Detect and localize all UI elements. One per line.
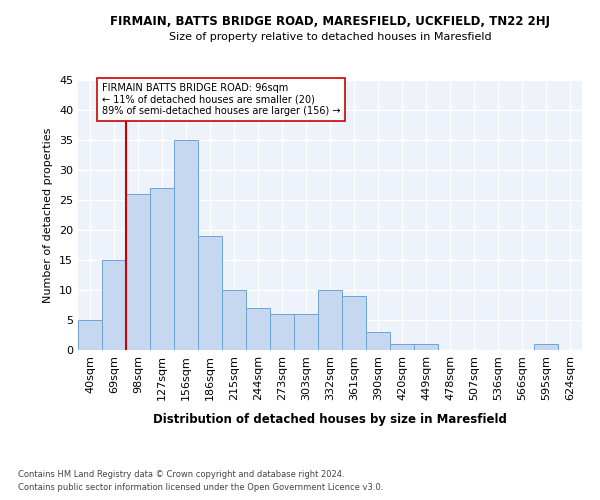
Bar — [102, 260, 126, 350]
Bar — [78, 320, 102, 350]
Bar — [414, 344, 438, 350]
Text: Contains public sector information licensed under the Open Government Licence v3: Contains public sector information licen… — [18, 482, 383, 492]
Text: Size of property relative to detached houses in Maresfield: Size of property relative to detached ho… — [169, 32, 491, 42]
Bar — [366, 332, 390, 350]
Text: FIRMAIN, BATTS BRIDGE ROAD, MARESFIELD, UCKFIELD, TN22 2HJ: FIRMAIN, BATTS BRIDGE ROAD, MARESFIELD, … — [110, 15, 550, 28]
Text: FIRMAIN BATTS BRIDGE ROAD: 96sqm
← 11% of detached houses are smaller (20)
89% o: FIRMAIN BATTS BRIDGE ROAD: 96sqm ← 11% o… — [102, 83, 341, 116]
Bar — [270, 314, 294, 350]
Bar — [294, 314, 318, 350]
Text: Distribution of detached houses by size in Maresfield: Distribution of detached houses by size … — [153, 412, 507, 426]
Bar — [198, 236, 222, 350]
Bar — [126, 194, 150, 350]
Bar — [246, 308, 270, 350]
Bar — [174, 140, 198, 350]
Text: Contains HM Land Registry data © Crown copyright and database right 2024.: Contains HM Land Registry data © Crown c… — [18, 470, 344, 479]
Bar — [222, 290, 246, 350]
Bar — [390, 344, 414, 350]
Bar — [318, 290, 342, 350]
Bar — [534, 344, 558, 350]
Bar — [150, 188, 174, 350]
Bar — [342, 296, 366, 350]
Y-axis label: Number of detached properties: Number of detached properties — [43, 128, 53, 302]
